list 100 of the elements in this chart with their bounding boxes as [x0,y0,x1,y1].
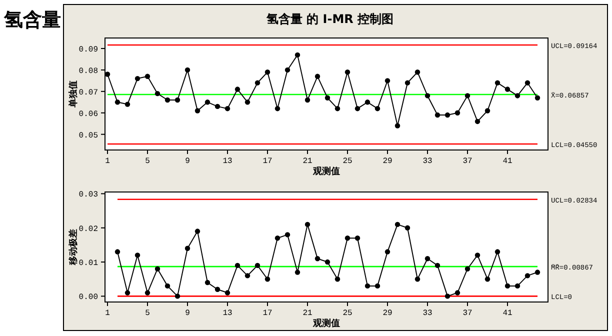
point [334,106,340,112]
point [424,256,430,262]
x-tick-label: 21 [302,157,312,166]
y-tick-label: 0.02 [78,224,98,234]
point [114,100,120,105]
point [504,86,510,92]
point [284,232,290,238]
point [214,104,220,110]
point [244,100,250,105]
x-tick-label: 29 [382,309,392,318]
point [344,70,350,75]
y-tick-label: 0.09 [78,46,98,55]
point [134,252,140,258]
point [354,106,360,112]
point [314,256,320,262]
y-axis-title: 移动极差 [68,229,79,266]
point [254,80,260,86]
point [414,70,420,75]
x-tick-label: 9 [185,157,190,166]
point [384,249,390,254]
text: 氢含量 [3,9,61,31]
x-tick-label: 5 [145,309,150,318]
x-tick-label: 1 [105,157,110,166]
point [184,246,190,251]
point [324,259,330,265]
x-tick-label: 41 [502,157,512,166]
x-tick-label: 33 [422,309,432,318]
point [354,236,360,241]
y-tick-label: 0.06 [78,110,98,119]
point [184,67,190,73]
point [374,283,380,289]
point [494,80,500,86]
point [234,86,240,92]
point [194,108,200,114]
point [394,123,400,128]
point [344,236,350,241]
point [304,97,310,103]
x-tick-label: 5 [145,157,150,166]
x-tick-label: 29 [382,157,392,166]
point [414,276,420,282]
point [174,294,180,299]
point [434,262,440,268]
point [144,290,150,296]
x-tick-label: 1 [105,309,110,318]
x-tick-label: 25 [342,157,352,166]
point [534,270,540,275]
point [444,294,450,299]
x-tick-label: 37 [462,309,472,318]
y-tick-label: 0.03 [78,190,98,200]
x-tick-label: 41 [502,309,512,318]
point [464,266,470,272]
point [494,249,500,254]
point [394,222,400,228]
y-axis-title: 单独值 [68,80,79,108]
point [164,97,170,103]
x-tick-label: 17 [262,157,272,166]
x-axis-title: 观测值 [312,318,340,329]
y-tick-label: 0.08 [78,66,98,76]
x-tick-label: 37 [462,157,472,166]
point [534,95,540,100]
point [454,110,460,116]
point [514,93,520,98]
point [204,100,210,105]
point [364,283,370,289]
point [384,78,390,84]
point [224,106,230,112]
point [404,225,410,230]
point [194,228,200,234]
point [334,276,340,282]
point [434,112,440,118]
point [284,67,290,73]
x-tick-label: 25 [342,309,352,318]
point [264,276,270,282]
point [234,262,240,268]
point [144,74,150,80]
point [474,118,480,124]
point [274,236,280,241]
x-tick-label: 17 [262,309,272,318]
point [174,97,180,103]
point [454,290,460,296]
point [514,283,520,289]
point [524,80,530,86]
point [124,290,130,296]
point [124,102,130,107]
point [374,106,380,112]
y-tick-label: 0.07 [78,88,98,98]
chart-title: 氢含量 的 I-MR 控制图 [265,12,394,26]
point [324,95,330,100]
point [424,93,430,98]
x-tick-label: 13 [222,157,232,166]
point [524,273,530,278]
point [474,252,480,258]
point [484,276,490,282]
point [244,273,250,278]
point [204,280,210,286]
point [294,52,300,58]
point [164,283,170,289]
point [154,266,160,272]
point [294,270,300,275]
point [134,76,140,82]
